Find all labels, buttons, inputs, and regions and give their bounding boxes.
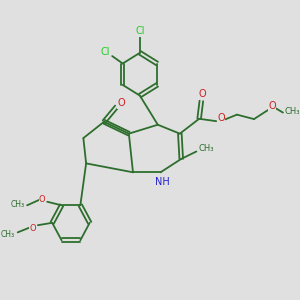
Text: O: O [218, 112, 225, 123]
Text: O: O [30, 224, 36, 233]
Text: CH₃: CH₃ [11, 200, 25, 209]
Text: CH₃: CH₃ [198, 144, 214, 153]
Text: Cl: Cl [136, 26, 145, 36]
Text: O: O [268, 101, 276, 111]
Text: CH₃: CH₃ [1, 230, 15, 239]
Text: O: O [118, 98, 125, 108]
Text: Cl: Cl [101, 47, 110, 57]
Text: O: O [39, 195, 46, 204]
Text: CH₃: CH₃ [284, 107, 299, 116]
Text: O: O [198, 89, 206, 99]
Text: NH: NH [154, 177, 169, 187]
